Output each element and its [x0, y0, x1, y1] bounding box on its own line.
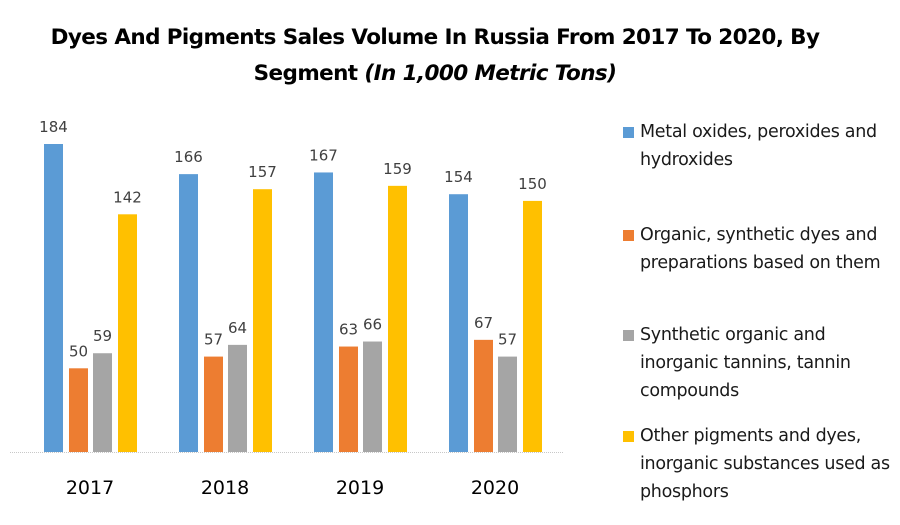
data-labels-layer: 184 50 59 142 166 57 64 157 167 63 66 159 154 67 57 150 — [39, 118, 547, 360]
bar-2020-series-4 — [523, 200, 542, 452]
x-tick-label: 2017 — [66, 477, 114, 499]
bar-2018-series-3 — [228, 344, 247, 452]
legend-label: Other pigments and dyes, inorganic subst… — [640, 426, 890, 502]
legend-swatch-icon — [623, 230, 634, 241]
legend-label: Metal oxides, peroxides and hydroxides — [640, 122, 877, 170]
bar-2018-series-4 — [253, 189, 272, 452]
data-label: 66 — [363, 316, 382, 334]
chart-title: Dyes And Pigments Sales Volume In Russia… — [40, 20, 830, 92]
legend-swatch-icon — [623, 431, 634, 442]
data-label: 166 — [174, 148, 203, 166]
bar-2020-series-1 — [449, 194, 468, 452]
bar-2019-series-2 — [339, 346, 358, 452]
chart-title-main: Dyes And Pigments Sales Volume In Russia… — [50, 25, 820, 86]
data-label: 167 — [309, 146, 338, 164]
bar-2020-series-2 — [474, 339, 493, 452]
bar-2017-series-4 — [118, 214, 137, 452]
x-tick-label: 2019 — [336, 477, 384, 499]
x-tick-labels: 2017 2018 2019 2020 — [66, 477, 519, 499]
data-label: 154 — [444, 168, 473, 186]
chart-title-units: (In 1,000 Metric Tons) — [364, 61, 617, 86]
data-label: 50 — [69, 342, 88, 360]
bar-2019-series-4 — [388, 185, 407, 452]
legend-label: Synthetic organic and inorganic tannins,… — [640, 325, 851, 401]
data-label: 57 — [204, 331, 223, 349]
bar-2017-series-3 — [93, 353, 112, 452]
x-tick-label: 2018 — [201, 477, 249, 499]
x-tick-label: 2020 — [471, 477, 519, 499]
data-label: 64 — [228, 319, 247, 337]
data-label: 159 — [383, 160, 412, 178]
data-label: 63 — [339, 321, 358, 339]
bar-2017-series-1 — [44, 144, 63, 452]
bar-2017-series-2 — [69, 368, 88, 452]
data-label: 59 — [93, 327, 112, 345]
data-label: 57 — [498, 331, 517, 349]
data-label: 67 — [474, 314, 493, 332]
data-label: 184 — [39, 118, 68, 136]
legend-swatch-icon — [623, 127, 634, 138]
data-label: 142 — [113, 188, 142, 206]
bar-2020-series-3 — [498, 356, 517, 452]
bar-2018-series-2 — [204, 356, 223, 452]
data-label: 150 — [518, 175, 547, 193]
legend-swatch-icon — [623, 330, 634, 341]
bars-layer — [44, 144, 542, 452]
bar-2019-series-3 — [363, 341, 382, 452]
bar-2019-series-1 — [314, 172, 333, 452]
legend-label: Organic, synthetic dyes and preparations… — [640, 225, 881, 273]
bar-2018-series-1 — [179, 174, 198, 452]
data-label: 157 — [248, 163, 277, 181]
